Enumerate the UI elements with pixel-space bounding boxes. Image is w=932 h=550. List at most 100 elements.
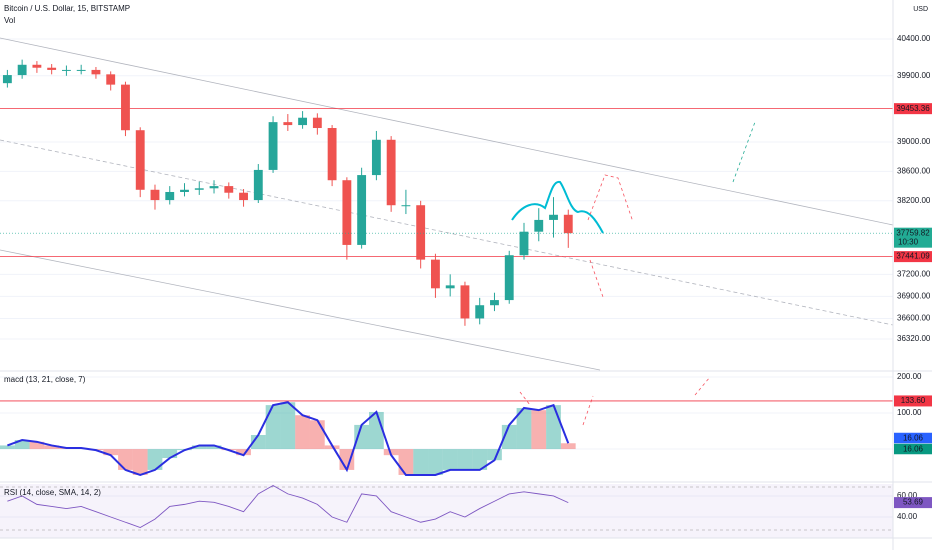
candle-body	[165, 191, 175, 201]
projection	[732, 121, 756, 183]
histogram-bar	[147, 449, 163, 470]
histogram-bar	[14, 440, 30, 450]
price-label-box	[894, 395, 932, 407]
value-label-box	[894, 443, 932, 455]
value-label-box	[894, 432, 932, 444]
histogram-bar	[413, 449, 429, 475]
candle-body	[47, 67, 57, 70]
histogram-bar	[309, 420, 325, 450]
last-price-box	[894, 227, 932, 248]
y-tick-label: 36900.00	[897, 292, 931, 301]
candle-body	[342, 180, 352, 245]
histogram-bar	[295, 415, 310, 450]
y-tick-label: 100.00	[897, 408, 922, 417]
price-label-box	[894, 251, 932, 263]
candle-body	[121, 84, 130, 131]
symbol-title: Bitcoin / U.S. Dollar, 15, BITSTAMP	[4, 4, 130, 13]
histogram-bar	[162, 449, 178, 459]
candle-body	[386, 139, 396, 206]
y-tick-label: 60.00	[897, 491, 918, 500]
histogram-bar	[236, 449, 251, 456]
histogram-bar	[560, 443, 576, 450]
price-label: 133.60	[901, 396, 926, 405]
price-label: 39453.36	[896, 104, 930, 113]
value-label: 16.06	[903, 444, 924, 453]
y-tick-label: 39900.00	[897, 71, 931, 80]
candle-body	[135, 130, 145, 190]
currency: USD	[913, 6, 928, 13]
y-tick-label: 200.00	[897, 372, 922, 381]
candle-body	[357, 175, 367, 245]
candle-body	[504, 255, 514, 301]
rsi-band	[0, 484, 893, 538]
candle-body	[431, 259, 440, 289]
candle-body	[549, 214, 558, 220]
labels: 40400.00 39900.00 39000.00 38600.00 38200.00…	[894, 34, 932, 521]
candle-body	[239, 192, 248, 201]
price-label-box	[894, 103, 932, 115]
countdown: 10:30	[898, 237, 919, 246]
candle-body	[298, 117, 308, 126]
pattern-curve	[511, 180, 604, 234]
histogram-bar	[546, 405, 561, 450]
candle-body	[401, 205, 411, 207]
value-label-box	[894, 497, 932, 509]
histogram-bar	[398, 449, 414, 475]
candle-body	[61, 69, 71, 71]
candle-body	[150, 189, 160, 201]
candle-body	[490, 300, 499, 306]
macd-title: macd (13, 21, close, 7)	[4, 375, 86, 384]
candle-body	[327, 128, 337, 181]
candle-body	[460, 285, 470, 319]
histogram-bar	[516, 408, 532, 450]
y-tick-label: 36320.00	[897, 334, 931, 343]
histogram-bar	[501, 424, 517, 450]
y-tick-label: 39000.00	[897, 137, 931, 146]
projection	[587, 174, 634, 223]
candle-body	[32, 64, 42, 68]
candle-body	[445, 285, 455, 289]
candle-body	[371, 139, 381, 176]
value-label: 53.69	[903, 498, 924, 507]
histogram-bar	[442, 449, 458, 470]
volume-title: Vol	[4, 16, 15, 25]
histogram-bar	[206, 445, 222, 450]
candle-body	[534, 219, 544, 232]
histogram-bar	[118, 449, 133, 470]
rsi-title: RSI (14, close, SMA, 14, 2)	[4, 488, 101, 497]
candle-body	[224, 186, 234, 193]
histogram-bar	[428, 449, 443, 475]
histogram-bar	[280, 402, 296, 450]
histogram-bar	[472, 449, 488, 470]
y-tick-label: 40400.00	[897, 34, 931, 43]
candle-body	[283, 122, 293, 126]
candle-body	[268, 122, 278, 170]
projection	[589, 259, 604, 298]
histogram-bar	[191, 445, 207, 450]
candle-body	[475, 305, 485, 319]
marks	[0, 59, 893, 528]
candle-body	[563, 214, 573, 234]
channel-lower	[0, 249, 601, 371]
rsi-line	[7, 484, 569, 528]
price-label: 37441.09	[896, 252, 930, 261]
candle-body	[17, 64, 27, 76]
histogram-bar	[103, 449, 119, 456]
channel-middle	[0, 139, 894, 326]
candle-body	[91, 69, 101, 75]
candle-body	[312, 117, 322, 129]
candle-body	[209, 186, 219, 189]
grid	[0, 38, 893, 518]
candle-body	[106, 74, 116, 85]
histogram-bar	[44, 445, 60, 450]
y-tick-label: 38200.00	[897, 196, 931, 205]
histogram-bar	[531, 410, 547, 450]
candle-body	[2, 75, 12, 84]
candle-body	[76, 69, 86, 71]
macd-line	[7, 401, 570, 477]
histogram-bar	[29, 441, 45, 450]
histogram-bar	[265, 405, 281, 450]
y-tick-label: 36600.00	[897, 314, 931, 323]
